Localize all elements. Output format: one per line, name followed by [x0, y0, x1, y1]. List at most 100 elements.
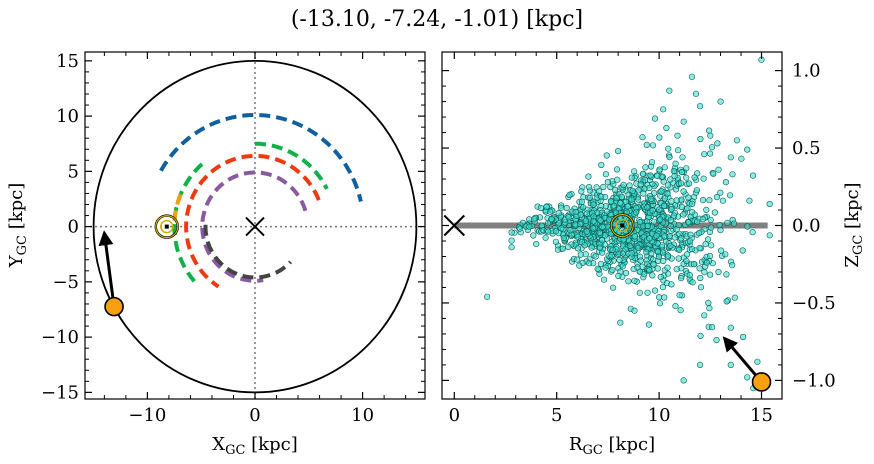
scatter-point	[628, 174, 635, 181]
scatter-point	[578, 188, 585, 195]
scatter-point	[552, 228, 560, 235]
scatter-point	[715, 268, 722, 276]
sun-marker	[154, 214, 179, 239]
scatter-point	[651, 287, 659, 294]
scatter-point	[708, 242, 715, 249]
right-ytick-label: −1.0	[792, 370, 836, 391]
scatter-point	[723, 298, 730, 305]
velocity-arrow	[98, 230, 116, 307]
scatter-point	[624, 203, 631, 210]
scatter-point	[622, 270, 630, 277]
scatter-point	[582, 251, 589, 258]
scatter-point	[617, 200, 624, 207]
right-ytick-label: 0.0	[792, 216, 821, 237]
scatter-point	[600, 276, 608, 283]
scatter-point	[602, 264, 609, 271]
scatter-point	[637, 257, 644, 264]
scatter-point	[691, 174, 698, 181]
scatter-point	[582, 217, 589, 224]
spiral-arm-1	[255, 141, 329, 190]
scatter-point	[647, 172, 654, 179]
scatter-point	[706, 305, 713, 312]
right-x-axis-label: RGC [kpc]	[569, 434, 655, 458]
scatter-point	[661, 195, 669, 202]
scatter-point	[707, 132, 714, 139]
scatter-point	[633, 209, 640, 216]
scatter-point	[609, 267, 616, 274]
scatter-point	[657, 273, 664, 281]
scatter-point	[664, 190, 671, 197]
scatter-point	[565, 243, 572, 250]
scatter-point	[708, 324, 716, 331]
scatter-point	[671, 234, 678, 241]
right-xtick-label: 15	[750, 405, 773, 426]
scatter-point	[654, 265, 661, 272]
scatter-point	[656, 206, 663, 213]
left-ytick-label: 15	[56, 51, 79, 72]
scatter-point	[615, 272, 622, 280]
scatter-point	[683, 174, 690, 181]
scatter-point	[600, 183, 607, 191]
scatter-point	[563, 204, 570, 212]
scatter-point	[744, 223, 751, 230]
scatter-point	[620, 181, 627, 188]
scatter-point	[574, 245, 582, 252]
scatter-point	[639, 134, 646, 141]
scatter-point	[663, 124, 670, 132]
scatter-point	[558, 225, 565, 232]
scatter-point	[484, 293, 491, 300]
scatter-point	[552, 238, 560, 245]
scatter-point	[689, 279, 696, 286]
scatter-point	[543, 203, 550, 210]
scatter-point	[680, 377, 687, 384]
scatter-point	[668, 206, 675, 213]
scatter-point	[667, 176, 674, 183]
scatter-point	[705, 127, 713, 134]
scatter-point	[640, 190, 647, 197]
scatter-point	[677, 180, 685, 187]
scatter-point	[603, 152, 610, 159]
scatter-point	[617, 319, 624, 326]
scatter-point	[659, 173, 666, 180]
scatter-point	[701, 269, 708, 276]
scatter-point	[700, 175, 707, 182]
scatter-point	[713, 337, 720, 344]
scatter-point	[686, 238, 694, 245]
scatter-point	[660, 257, 667, 265]
scatter-point	[557, 204, 565, 211]
left-axes-frame	[84, 51, 426, 400]
left-xtick-label: −10	[128, 405, 166, 426]
scatter-point	[508, 244, 515, 251]
scatter-point	[658, 188, 665, 195]
scatter-point	[596, 229, 603, 236]
scatter-point	[639, 170, 647, 177]
scatter-point	[625, 278, 632, 285]
scatter-point	[684, 205, 691, 212]
sun-marker-right	[610, 213, 635, 238]
scatter-point	[688, 246, 696, 253]
left-y-axis-label: YGC [kpc]	[6, 183, 30, 269]
scatter-point	[656, 300, 664, 307]
scatter-point	[649, 142, 657, 149]
scatter-point	[574, 256, 581, 263]
scatter-point	[766, 232, 773, 239]
scatter-point	[631, 307, 638, 314]
spiral-arm-4	[184, 153, 321, 289]
scatter-point	[678, 203, 685, 211]
scatter-point	[516, 225, 523, 232]
scatter-point	[651, 115, 659, 122]
scatter-point	[616, 256, 623, 264]
scatter-point	[608, 252, 615, 259]
right-y-axis-label: ZGC [kpc]	[842, 182, 866, 267]
scatter-point	[660, 202, 668, 210]
scatter-point	[754, 358, 761, 365]
scatter-point	[545, 228, 552, 235]
scatter-point	[664, 264, 671, 271]
scatter-point	[597, 217, 604, 224]
scatter-point	[730, 220, 738, 227]
scatter-point	[653, 232, 660, 239]
scatter-point	[727, 361, 734, 369]
scatter-point	[667, 217, 674, 224]
scatter-point	[644, 289, 651, 296]
scatter-point	[649, 207, 656, 214]
